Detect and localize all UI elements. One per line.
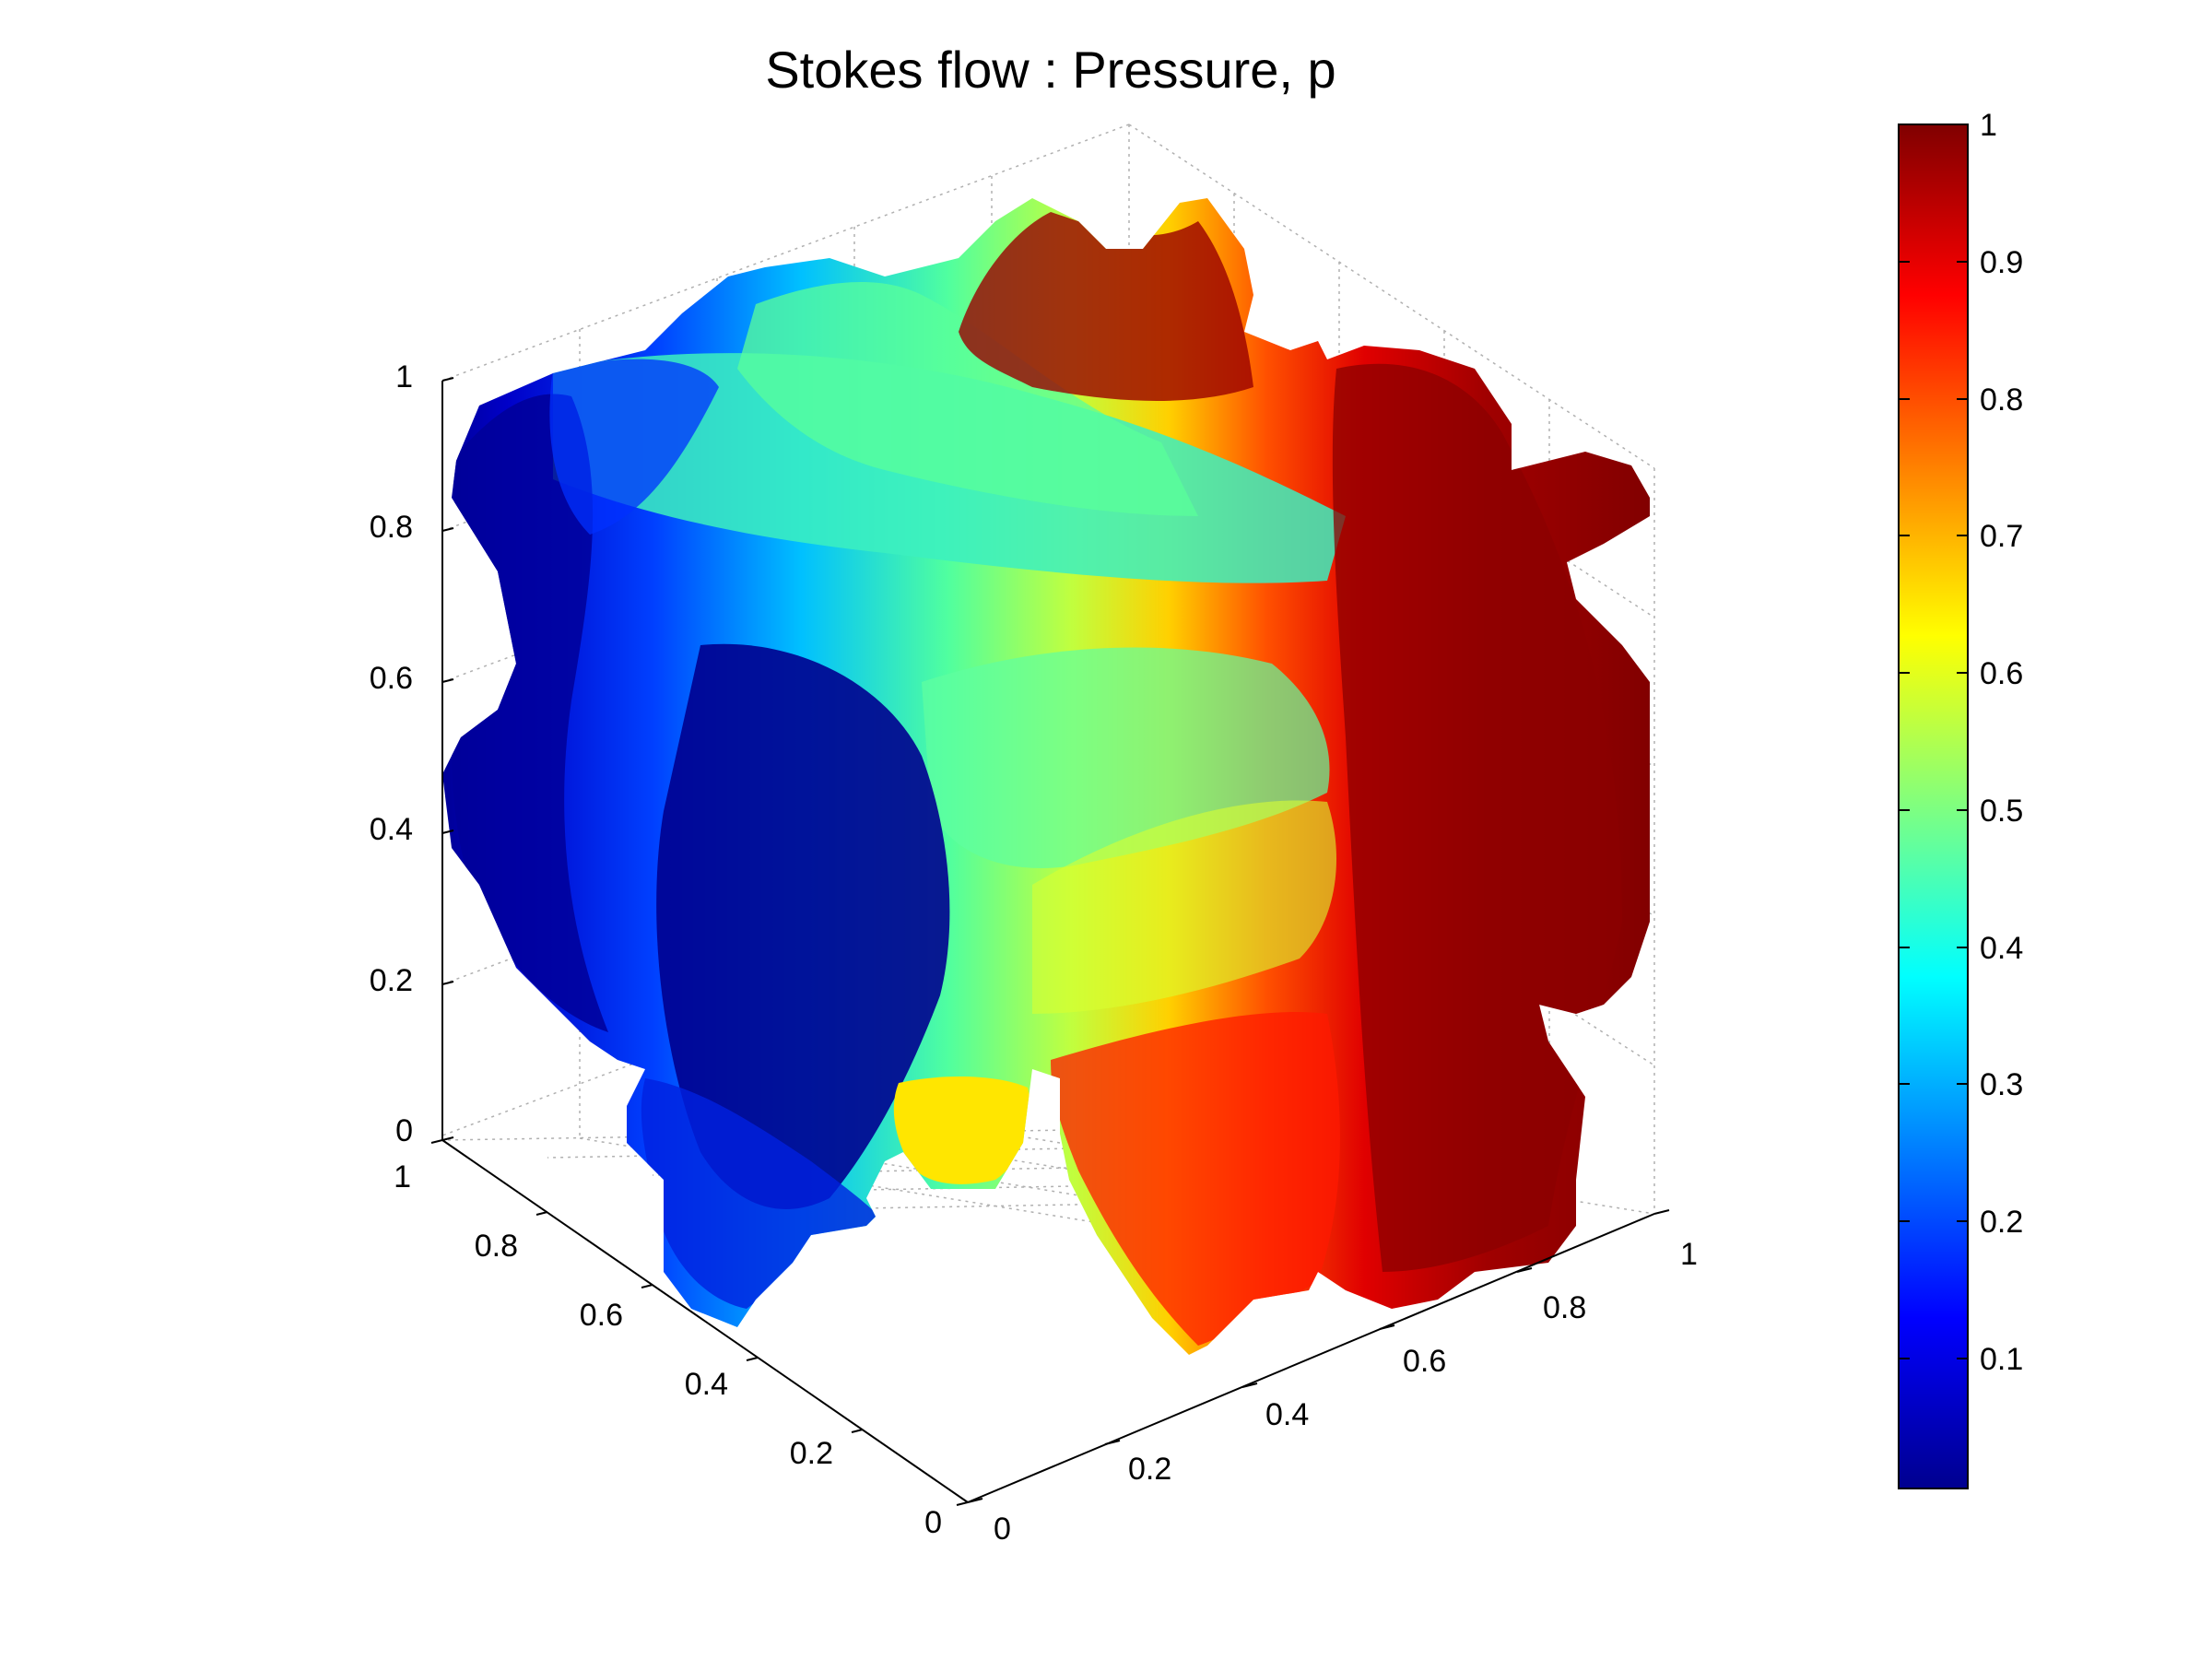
colorbar-tick-label: 0.7 — [1980, 519, 2023, 554]
high-pressure-top — [959, 212, 1253, 401]
z-tick-label: 0.2 — [370, 963, 413, 998]
colorbar-gradient — [1898, 124, 1969, 1489]
z-tick-label: 0.6 — [370, 661, 413, 696]
x-tick-label: 0.6 — [1403, 1344, 1446, 1379]
colorbar-tick-label: 0.2 — [1980, 1205, 2023, 1240]
y-tick-label: 0.6 — [580, 1298, 623, 1333]
z-tick-label: 0.8 — [370, 510, 413, 545]
y-tick-label: 1 — [394, 1159, 411, 1194]
x-tick-label: 1 — [1680, 1237, 1698, 1272]
x-tick-label: 0.4 — [1265, 1397, 1309, 1432]
colorbar-tick-label: 0.6 — [1980, 656, 2023, 691]
y-tick-label: 0 — [924, 1505, 942, 1540]
z-tick-label: 0.4 — [370, 812, 413, 847]
colorbar: 1 0.9 0.8 0.7 0.6 0.5 0.4 0.3 0.2 0.1 — [1898, 108, 2023, 1489]
colorbar-tick-label: 0.5 — [1980, 794, 2023, 829]
x-tick-labels: 0 0.2 0.4 0.6 0.8 1 — [994, 1237, 1698, 1547]
colorbar-ticks — [1899, 124, 1968, 1359]
high-pressure-right — [1332, 363, 1622, 1273]
x-tick-label: 0.2 — [1128, 1452, 1171, 1487]
z-tick-labels: 1 0.8 0.6 0.4 0.2 0 — [370, 359, 413, 1148]
z-tick-label: 1 — [395, 359, 413, 394]
lower-red-region — [1051, 1012, 1340, 1346]
x-tick-label: 0.8 — [1543, 1290, 1586, 1325]
yellow-blob — [893, 1077, 1031, 1184]
chart-title: Stokes flow : Pressure, p — [765, 41, 1335, 99]
low-pressure-core — [656, 643, 950, 1209]
upper-channel-core — [737, 282, 1198, 516]
colorbar-tick-label: 0.9 — [1980, 245, 2023, 280]
x-tick-label: 0 — [994, 1512, 1011, 1547]
z-tick-label: 0 — [395, 1113, 413, 1148]
colorbar-tick-label: 0.1 — [1980, 1342, 2023, 1377]
colorbar-tick-label: 0.3 — [1980, 1067, 2023, 1102]
y-tick-labels: 1 0.8 0.6 0.4 0.2 0 — [394, 1159, 942, 1540]
x-axis-line — [967, 1213, 1655, 1503]
lower-channel — [1032, 800, 1336, 1014]
colorbar-tick-label: 0.8 — [1980, 382, 2023, 418]
y-tick-label: 0.4 — [685, 1367, 728, 1402]
colorbar-tick-label: 0.4 — [1980, 931, 2023, 966]
left-low-region — [452, 394, 608, 1033]
y-axis-line — [441, 1139, 969, 1503]
axes — [430, 377, 1670, 1506]
y-tick-label: 0.8 — [475, 1229, 518, 1264]
upper-blue-band — [549, 359, 719, 535]
y-tick-label: 0.2 — [790, 1436, 833, 1471]
colorbar-tick-label: 1 — [1980, 108, 1997, 143]
